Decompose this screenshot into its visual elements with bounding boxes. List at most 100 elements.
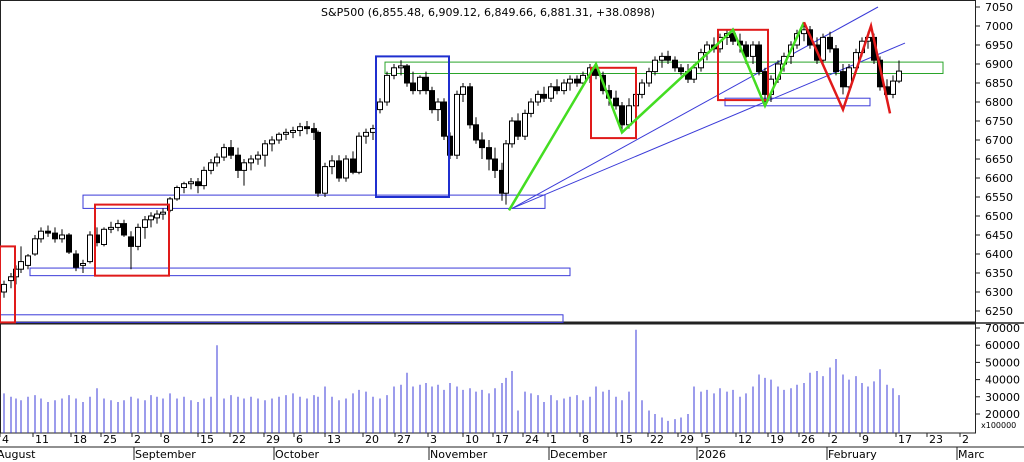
red-zigzag <box>802 21 892 114</box>
candle-body <box>329 160 335 168</box>
candle-body <box>115 223 121 228</box>
candle-body <box>743 44 749 57</box>
candle-body <box>833 48 839 73</box>
x-tick-label: 11 <box>35 433 49 446</box>
x-tick-label: 29 <box>266 433 280 446</box>
candle-body <box>269 139 275 145</box>
candle-body <box>467 86 473 126</box>
candle-body <box>297 126 303 131</box>
price-tick-label: 6600 <box>985 172 1013 185</box>
price-tick-label: 6900 <box>985 58 1013 71</box>
candle-body <box>262 143 268 156</box>
candle-body <box>52 232 58 240</box>
candle-body <box>479 139 485 149</box>
x-tick-label: 15 <box>619 433 633 446</box>
candle-body <box>750 44 756 57</box>
candle-body <box>435 101 441 111</box>
candle-body <box>528 101 534 114</box>
x-tick-label: 8 <box>163 433 170 446</box>
volume-tick-label: 70000 <box>985 322 1020 335</box>
price-tick-label: 7050 <box>985 1 1013 14</box>
candle-body <box>820 36 826 61</box>
x-tick-label: 17 <box>495 433 509 446</box>
candle-body <box>561 82 567 92</box>
candle-body <box>18 261 24 270</box>
candle-body <box>410 82 416 92</box>
candle-body <box>417 76 423 92</box>
candle-body <box>574 78 580 84</box>
x-tick-label: 19 <box>770 433 784 446</box>
candle-body <box>391 67 397 76</box>
candle-body <box>423 76 429 92</box>
support-zone <box>29 267 571 277</box>
candle-body <box>801 29 807 35</box>
candle-body <box>567 78 573 84</box>
candle-body <box>554 86 560 92</box>
volume-unit-label: x100000 <box>981 421 1016 430</box>
x-tick-label: 9 <box>862 433 869 446</box>
candle-body <box>522 112 528 137</box>
candle-body <box>322 166 328 194</box>
month-label: 2026 <box>698 448 726 461</box>
volume-tick-label: 30000 <box>985 391 1020 404</box>
x-tick-label: 29 <box>680 433 694 446</box>
candle-body <box>646 71 652 84</box>
x-tick-label: 27 <box>397 433 411 446</box>
candle-body <box>691 67 697 80</box>
volume-tick-label: 50000 <box>985 356 1020 369</box>
x-tick-label: 2 <box>962 433 969 446</box>
candle-body <box>255 154 261 160</box>
candle-body <box>503 143 509 194</box>
candle-body <box>678 67 684 73</box>
month-label: December <box>550 448 608 461</box>
candle-body <box>241 162 247 171</box>
x-tick-label: 6 <box>296 433 303 446</box>
candle-body <box>827 36 833 50</box>
support-zone <box>82 194 546 209</box>
x-tick-label: 18 <box>73 433 87 446</box>
candle-body <box>356 135 362 173</box>
support-zone <box>724 97 871 107</box>
x-tick-label: 1 <box>550 433 557 446</box>
candle-body <box>195 181 201 187</box>
candle-body <box>304 126 310 130</box>
price-tick-label: 6800 <box>985 96 1013 109</box>
candle-body <box>454 93 460 156</box>
month-label: August <box>0 448 36 461</box>
candle-body <box>121 223 127 236</box>
month-label: September <box>135 448 196 461</box>
candle-body <box>343 158 349 179</box>
candle-body <box>672 59 678 69</box>
trendline <box>511 42 906 209</box>
x-tick-label: 13 <box>327 433 341 446</box>
candle-body <box>613 97 619 107</box>
volume-tick-label: 60000 <box>985 339 1020 352</box>
candle-body <box>290 130 296 133</box>
candle-body <box>135 226 141 247</box>
x-tick-label: 15 <box>200 433 214 446</box>
price-tick-label: 6300 <box>985 286 1013 299</box>
red-box <box>0 245 16 324</box>
candle-body <box>201 169 207 187</box>
candle-body <box>460 86 466 95</box>
candle-body <box>283 131 289 135</box>
candle-body <box>652 59 658 73</box>
candle-body <box>473 124 479 141</box>
candle-body <box>535 93 541 103</box>
x-tick-label: 10 <box>465 433 479 446</box>
candle-body <box>548 86 554 99</box>
candle-body <box>311 128 317 133</box>
x-tick-label: 2 <box>134 433 141 446</box>
candle-body <box>441 101 447 137</box>
x-tick-label: 22 <box>232 433 246 446</box>
price-tick-label: 6700 <box>985 134 1013 147</box>
candle-body <box>350 158 356 173</box>
x-tick-label: 25 <box>103 433 117 446</box>
chart-title: S&P500 (6,855.48, 6,909.12, 6,849.66, 6,… <box>321 6 655 19</box>
support-zone <box>0 314 564 323</box>
candle-body <box>626 105 632 126</box>
x-tick-label: 4 <box>2 433 9 446</box>
candle-body <box>846 67 852 88</box>
candle-body <box>228 147 234 156</box>
